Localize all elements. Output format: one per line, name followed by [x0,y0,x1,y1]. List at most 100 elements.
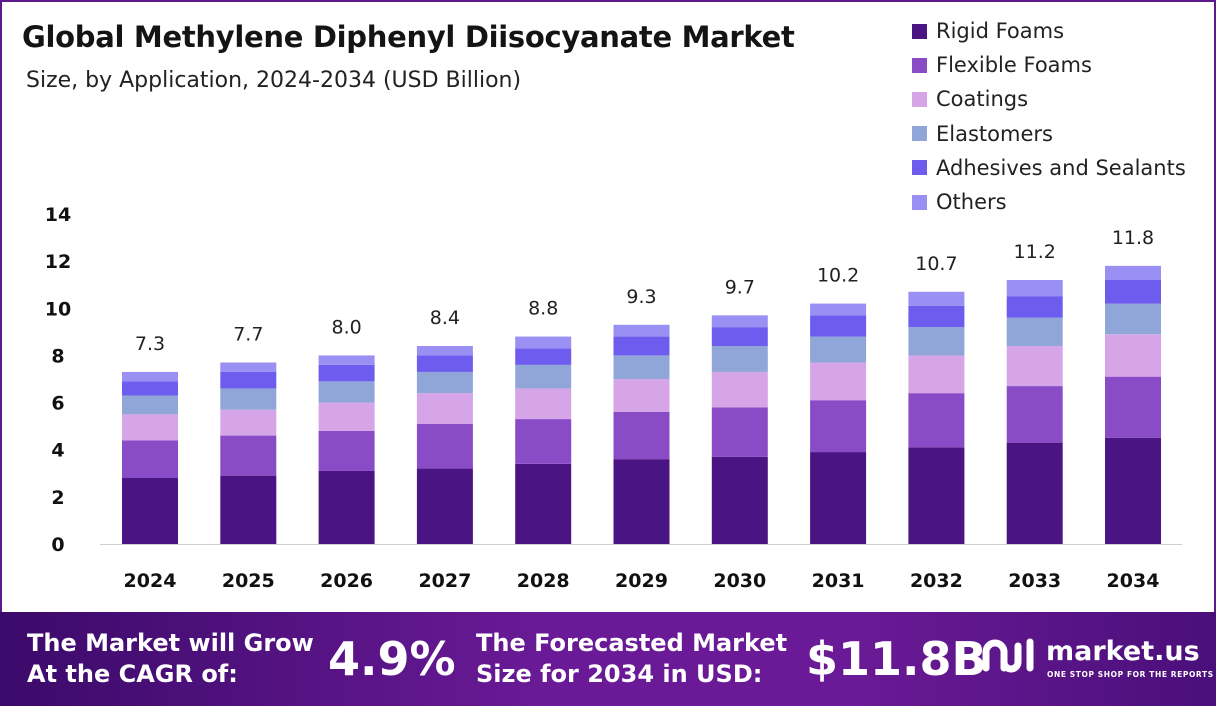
bar-segment [515,348,572,365]
bar-segment [416,468,473,544]
bar-segment [1105,437,1161,544]
bar-segment [1006,386,1063,443]
bar-total-label: 11.2 [1014,241,1056,263]
bar-segment [122,478,178,544]
bar-segment [711,327,768,346]
bar-segment [515,364,572,389]
bar-total-label: 7.7 [233,324,263,346]
legend-swatch [912,57,927,73]
bar-segment [613,379,670,412]
legend-swatch [912,91,927,107]
footer-banner: The Market will Grow At the CAGR of: 4.9… [0,612,1216,706]
bar-total-label: 8.0 [331,316,361,338]
x-tick-label: 2034 [1107,570,1160,592]
bar-segment [810,336,867,363]
bar-segment [122,395,178,415]
market-us-logo-icon [982,638,1034,673]
y-tick-label: 4 [51,440,64,462]
bar-total-label: 10.7 [915,253,957,275]
legend-item: Elastomers [912,117,1186,151]
bar-total-label: 10.2 [817,265,859,287]
bar-segment [613,324,670,337]
bar-segment [810,452,867,544]
bar-segment [1006,317,1063,346]
x-tick-label: 2032 [910,570,963,592]
bar-segment [122,381,178,396]
legend-label: Others [936,190,1007,215]
bar-segment [711,346,768,372]
bar-segment [515,419,572,464]
cagr-label-line-1: The Market will Grow [27,629,314,657]
bar-segment [908,393,965,448]
bar-total-label: 8.8 [528,298,558,320]
bar-segment [220,388,277,410]
bar-segment [1105,265,1161,280]
cagr-value: 4.9% [328,632,456,686]
x-tick-label: 2028 [517,570,570,592]
legend-item: Adhesives and Sealants [912,151,1186,185]
bar-segment [1006,280,1063,297]
bar-segment [318,381,375,403]
bar-segment [122,414,178,441]
bar-segment [1105,376,1161,438]
chart-legend: Rigid Foams Flexible Foams Coatings Elastom… [912,14,1186,219]
legend-label: Elastomers [936,121,1053,146]
bar-segment [711,456,768,544]
bar-segment [122,440,178,478]
bar-segment [908,305,965,328]
bar-segment [613,459,670,544]
bar-segment [1105,334,1161,377]
x-tick-label: 2026 [320,570,373,592]
bar-segment [711,315,768,328]
legend-item: Coatings [912,82,1186,116]
forecast-value: $11.8B [806,632,987,686]
cagr-label-line-2: At the CAGR of: [27,660,238,688]
legend-item: Flexible Foams [912,48,1186,82]
y-tick-label: 6 [51,393,64,415]
bar-segment [220,362,277,372]
bar-segment [416,346,473,356]
bar-segment [810,315,867,337]
bar-segment [613,355,670,379]
x-tick-label: 2033 [1008,570,1061,592]
legend-label: Rigid Foams [936,19,1065,44]
legend-label: Flexible Foams [936,53,1092,78]
bar-segment [908,447,965,544]
legend-swatch [912,194,927,210]
legend-label: Coatings [936,87,1029,112]
bar-segment [613,412,670,460]
bar-segment [220,371,277,389]
bar-segment [1006,296,1063,318]
bar-segment [220,475,277,544]
bar-segment [711,407,768,457]
legend-swatch [912,23,927,39]
brand-logo[interactable]: market.us ONE STOP SHOP FOR THE REPORTS [982,634,1213,682]
bar-segment [810,400,867,453]
y-tick-label: 2 [51,487,64,509]
bar-total-label: 9.7 [725,276,755,298]
bar-segment [416,393,473,424]
forecast-label-line-2: Size for 2034 in USD: [476,660,763,688]
legend-swatch [912,126,927,142]
bar-total-label: 8.4 [430,307,460,329]
brand-tagline: ONE STOP SHOP FOR THE REPORTS [1047,670,1214,679]
bar-total-label: 11.8 [1112,227,1154,249]
legend-label: Adhesives and Sealants [936,155,1186,180]
bar-segment [515,336,572,349]
bar-total-label: 9.3 [626,286,656,308]
bar-segment [220,435,277,476]
y-tick-label: 10 [45,298,71,320]
bar-segment [318,355,375,365]
bar-segment [810,303,867,316]
bar-segment [416,371,473,394]
bar-segment [515,463,572,544]
y-tick-label: 0 [51,534,64,556]
bar-segment [318,470,375,544]
stacked-bar-chart: 0 2 4 6 8 10 12 14 7.3 2024 7.7 2025 8.0 2026 8.4 2027 8… [45,204,1182,592]
cagr-label: The Market will Grow At the CAGR of: [27,628,327,690]
bar-segment [908,355,965,394]
chart-title: Global Methylene Diphenyl Diisocyanate M… [22,20,795,54]
x-tick-label: 2030 [713,570,766,592]
x-tick-label: 2024 [124,570,177,592]
